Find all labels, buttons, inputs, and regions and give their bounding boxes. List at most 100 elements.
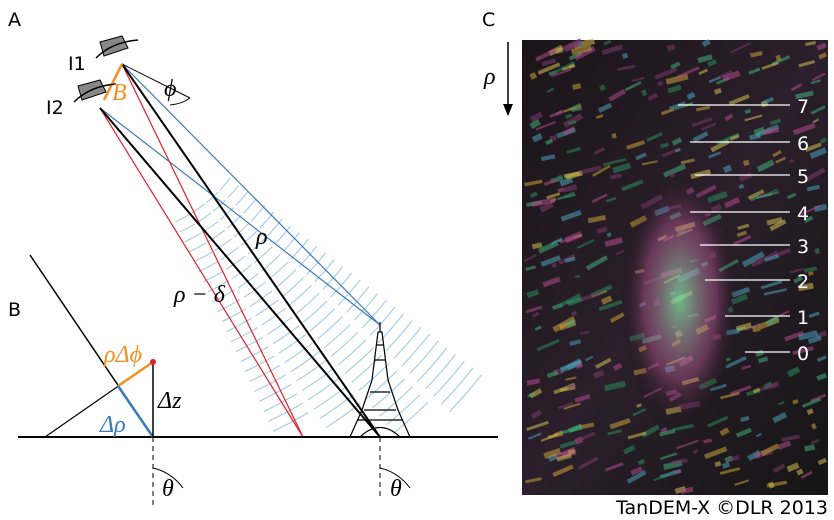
speckle <box>595 357 612 369</box>
speckle <box>606 232 612 238</box>
speckle <box>765 315 780 327</box>
speckle <box>719 467 741 475</box>
level-label: 0 <box>797 343 809 365</box>
wavefront-arc <box>207 280 230 293</box>
speckle <box>800 470 813 480</box>
speckle <box>558 293 582 308</box>
angle-arc <box>152 467 184 489</box>
speckle <box>761 61 779 70</box>
wavefront-arc <box>197 212 212 223</box>
speckle <box>563 170 583 179</box>
wavefront-arc <box>203 270 224 283</box>
speckle <box>790 83 803 92</box>
wavefront-arc <box>441 367 474 405</box>
speckle <box>735 322 752 332</box>
speckle <box>713 88 722 95</box>
speckle <box>775 156 786 164</box>
ray <box>99 107 381 438</box>
speckle <box>786 192 797 200</box>
speckle <box>539 201 554 213</box>
wavefront-arc <box>409 340 439 374</box>
speckle <box>720 391 740 400</box>
level-label: 4 <box>797 203 809 225</box>
angle-arc <box>379 467 411 489</box>
wavefront-arc <box>298 245 318 267</box>
speckle <box>708 151 722 159</box>
antenna-dish <box>95 39 139 59</box>
speckle <box>762 127 780 136</box>
speckle <box>601 44 623 56</box>
speckle <box>704 446 728 460</box>
speckle <box>810 79 821 85</box>
wavefront-arc <box>302 300 328 323</box>
speckle <box>660 427 668 434</box>
speckle <box>736 230 748 238</box>
wavefront-arc <box>198 261 218 273</box>
speckle <box>562 125 576 136</box>
wavefront-arc <box>230 327 258 343</box>
wavefront-arc <box>226 215 242 229</box>
speckle <box>550 68 572 78</box>
speckle <box>630 466 643 476</box>
speckle <box>556 453 572 462</box>
speckle <box>580 330 590 336</box>
speckle <box>792 399 799 405</box>
speckle <box>563 113 584 129</box>
speckle <box>579 422 595 430</box>
point <box>150 359 156 365</box>
speckle <box>808 271 814 276</box>
speckle <box>768 481 775 489</box>
speckle <box>747 189 765 200</box>
speckle <box>789 159 795 163</box>
range-label: ρ <box>255 224 268 250</box>
wavefront-arc <box>237 273 259 289</box>
speckle <box>675 439 699 450</box>
speckle <box>597 102 613 113</box>
speckle <box>559 439 578 449</box>
wavefront-arc <box>296 292 320 315</box>
wavefront-arc <box>417 347 448 382</box>
speckle <box>793 275 804 284</box>
baseline <box>102 63 124 101</box>
speckle <box>764 254 780 262</box>
wavefront-arc <box>275 269 297 289</box>
speckle <box>665 73 689 85</box>
wavefront-arc <box>226 317 252 333</box>
speckle <box>724 196 741 209</box>
speckle <box>697 54 713 64</box>
speckle <box>724 113 734 122</box>
speckle <box>657 80 664 86</box>
speckle <box>571 310 578 317</box>
speckle <box>555 61 575 74</box>
speckle <box>804 444 816 452</box>
speckle <box>552 464 574 478</box>
speckle <box>526 378 541 386</box>
wavefront-arc <box>309 308 336 332</box>
speckle <box>565 318 577 328</box>
speckle <box>806 184 821 192</box>
speckle <box>525 477 542 484</box>
speckle <box>766 216 783 226</box>
speckle <box>604 237 623 248</box>
speckle <box>564 256 576 263</box>
level-label: 2 <box>797 271 809 293</box>
level-label: 1 <box>797 307 809 329</box>
antenna-label: I2 <box>46 97 64 119</box>
speckle <box>740 415 750 422</box>
speckle <box>668 101 686 110</box>
speckle <box>557 193 576 200</box>
speckle <box>592 164 611 177</box>
speckle <box>596 226 608 234</box>
speckle <box>703 438 712 444</box>
speckle <box>810 423 817 430</box>
speckle <box>534 325 542 331</box>
speckle <box>548 70 557 76</box>
wavefront-arc <box>401 333 430 367</box>
speckle <box>798 60 816 68</box>
speckle <box>563 191 575 198</box>
angle-arc <box>169 97 191 106</box>
speckle <box>752 387 761 394</box>
speckle <box>754 67 761 73</box>
range-segment <box>116 385 155 438</box>
level-label: 5 <box>797 166 809 188</box>
